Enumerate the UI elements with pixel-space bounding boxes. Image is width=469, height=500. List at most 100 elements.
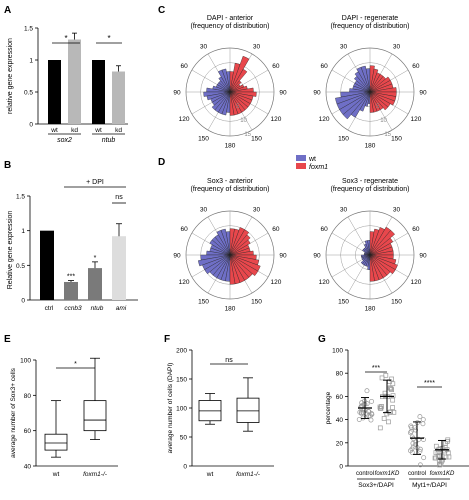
panel-d-regenerate-angle-label: 30 (340, 207, 348, 214)
panel-e-box (44, 433, 68, 451)
panel-f-category-label: wt (206, 471, 214, 478)
panel-a-bar-label: wt (94, 127, 102, 134)
panel-g-category-label: foxm1KD (375, 471, 400, 477)
panel-g-point (390, 397, 396, 403)
panel-g-point (413, 442, 418, 448)
panel-d-legend-wt-swatch (296, 155, 306, 161)
panel-g-category-label: control (356, 471, 374, 477)
panel-g-group-label: Myt1+/DAPI (412, 482, 447, 489)
panel-c-anterior-angle-label: 150 (198, 135, 209, 142)
panel-g-point (433, 450, 439, 455)
panel-d-regenerate-angle-label: 180 (365, 306, 376, 313)
panel-a-bar (68, 39, 81, 124)
panel-d-anterior-angle-label: 60 (272, 226, 280, 233)
panel-c-anterior-foxm1-wedge (229, 68, 248, 93)
panel-a-bar (92, 60, 105, 124)
panel-c-regenerate-radial-label: 5 (376, 104, 380, 110)
panel-g-point (417, 414, 423, 420)
panel-f-y-tick-label: 150 (176, 377, 187, 384)
panel-c-regenerate-angle-label: 90 (313, 90, 321, 97)
panel-g-point (361, 401, 367, 407)
panel-f-y-tick-label: 50 (180, 435, 188, 442)
panel-b-sig-star: *** (67, 274, 75, 281)
panel-g-point (388, 409, 393, 415)
panel-d-regenerate-angle-label: 90 (313, 253, 321, 260)
panel-d-anterior-title: Sox3 - anterior (207, 178, 254, 185)
panel-c-regenerate-angle-label: 120 (410, 116, 421, 123)
panel-d-anterior-angle-label: 30 (253, 207, 261, 214)
panel-b-bar (112, 236, 126, 300)
panel-c-regenerate-wt-wedge (359, 91, 371, 112)
panel-a-group-label: ntub (102, 137, 116, 144)
panel-c-anterior-radial-label: 5 (236, 104, 240, 110)
panel-a-sig-star: * (64, 34, 67, 43)
panel-d-anterior-angle-label: 90 (279, 253, 287, 260)
panel-c-anterior-angle-label: 150 (251, 135, 262, 142)
panel-d-regenerate-title: Sox3 - regenerate (342, 178, 398, 185)
panel-c-regenerate-foxm1-wedge (369, 91, 396, 106)
panel-c-regenerate-wt-wedge (342, 91, 371, 120)
panel-d-anterior-angle-label: 120 (179, 279, 190, 286)
panel-d-anterior-angle-label: 120 (270, 279, 281, 286)
panel-d-anterior-wt-wedge (216, 229, 231, 256)
panel-g-point (369, 398, 375, 404)
panel-c-regenerate-angle-label: 150 (391, 135, 402, 142)
panel-d-regenerate-subtitle: (frequency of distribution) (331, 186, 410, 193)
panel-a-y-tick-label: 1 (29, 58, 33, 65)
panel-b-y-tick-label: 0.5 (16, 263, 25, 270)
panel-c-anterior-foxm1-wedge (229, 55, 250, 93)
panel-g-y-label: percentage (325, 391, 332, 424)
panel-c-regenerate-foxm1-wedge (369, 91, 374, 113)
panel-e-y-tick-label: 60 (24, 428, 32, 435)
panel-d-regenerate-angle-label: 60 (412, 226, 420, 233)
panel-e-box (83, 400, 107, 432)
panel-g-point (368, 417, 374, 423)
panel-g-point (413, 427, 418, 433)
panel-g-point (383, 372, 389, 378)
panel-d-anterior-angle-label: 180 (225, 306, 236, 313)
panel-g-point (410, 440, 416, 446)
panel-f-y-tick-label: 100 (176, 406, 187, 413)
panel-g-group-label: Sox3+/DAPI (358, 482, 394, 489)
panel-d-regenerate-foxm1-wedge (369, 254, 396, 275)
panel-a-bar-label: wt (50, 127, 58, 134)
panel-g-point (377, 405, 383, 411)
panel-a-bar-label: kd (115, 127, 122, 134)
panel-b-bar (88, 268, 102, 300)
panel-c-regenerate-radial-label: 15 (384, 132, 391, 138)
panel-g-point (377, 425, 383, 431)
panel-b-category-label: ccnb3 (64, 305, 82, 312)
panel-g-point (357, 409, 363, 415)
panel-c-regenerate-angle-label: 30 (393, 44, 401, 51)
panel-g-point (364, 388, 370, 394)
panel-letter-e: E (4, 334, 11, 345)
panel-d-anterior-angle-label: 90 (173, 253, 181, 260)
panel-g-point (389, 376, 394, 382)
panel-g-point (386, 419, 391, 425)
panel-c-regenerate-radial-label: 10 (380, 118, 387, 124)
panel-d-anterior-foxm1-wedge (229, 254, 236, 285)
panel-d-regenerate-angle-label: 150 (338, 298, 349, 305)
panel-g-point (387, 385, 393, 391)
panel-a-y-tick-label: 0.5 (24, 90, 33, 97)
panel-g-y-tick-label: 80 (336, 371, 344, 378)
panel-g-point (409, 446, 415, 452)
panel-letter-d: D (158, 157, 165, 168)
panel-b-category-label: ntub (91, 305, 104, 312)
panel-c-anterior-wt-wedge (218, 76, 231, 93)
panel-d-anterior-angle-label: 150 (198, 298, 209, 305)
panel-f-sig-label: ns (225, 357, 233, 364)
panel-g-category-label: control (408, 471, 426, 477)
panel-a-sig-star: * (107, 34, 110, 43)
panel-b-sig-star: * (94, 255, 97, 262)
panel-g-category-label: foxm1KD (430, 471, 455, 477)
panel-c-regenerate-angle-label: 120 (319, 116, 330, 123)
panel-a-group-label: sox2 (57, 137, 72, 144)
panel-d-regenerate-angle-label: 90 (419, 253, 427, 260)
panel-c-regenerate-wt-wedge (350, 91, 371, 118)
panel-g-point (445, 437, 451, 443)
panel-g-point (417, 462, 423, 468)
panel-g-point (409, 450, 415, 455)
panel-d-regenerate-angle-label: 150 (391, 298, 402, 305)
panel-g-point (417, 448, 423, 454)
